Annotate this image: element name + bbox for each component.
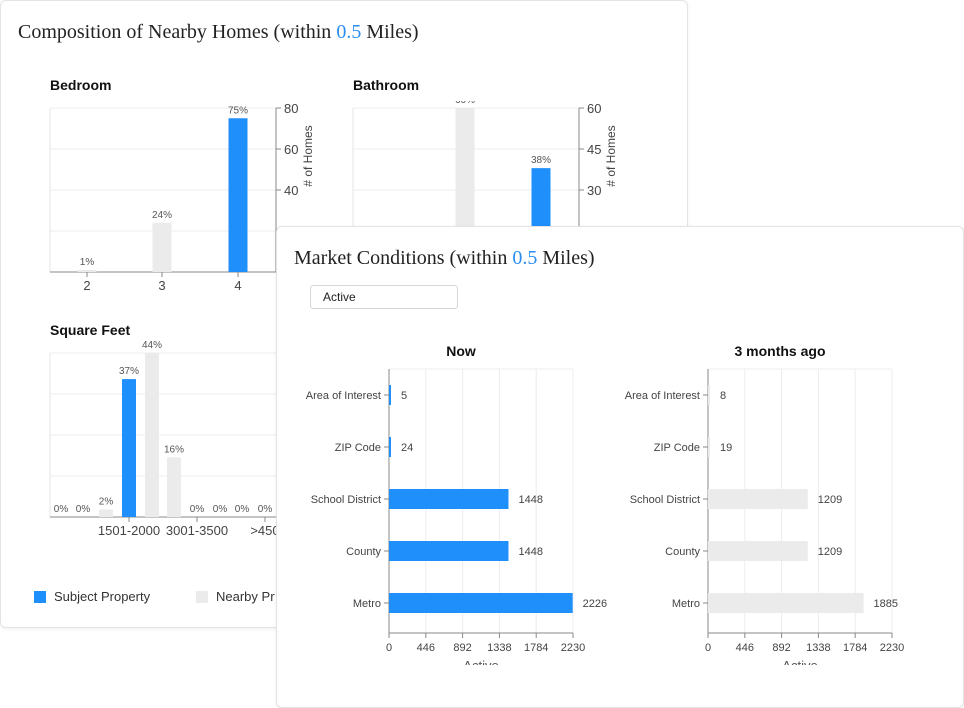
bar [389,593,573,613]
x-tick-label: 892 [453,642,471,654]
bar-data-label: 1% [80,257,95,268]
bar-data-label: 0% [54,504,69,515]
composition-distance: 0.5 [336,21,362,43]
y-tick-label: Metro [672,598,700,610]
bar-nearby [145,353,159,517]
y-tick-label: 30 [587,183,601,198]
y-axis-label: # of Homes [604,125,618,186]
bar-subject [228,118,248,272]
now-chart-title: Now [446,343,476,359]
x-tick-label: 892 [772,642,790,654]
bar-data-label: 37% [119,366,139,377]
bar-data-label: 0% [213,504,228,515]
bar-value-label: 1885 [874,598,898,610]
bathroom-chart-title: Bathroom [353,77,420,93]
x-tick-label: 0 [386,642,392,654]
x-tick-label: 1338 [806,642,830,654]
past-chart: 0 446 892 1338 1784 2230 Active Area of Interes… [625,368,904,665]
bar-value-label: 8 [720,390,726,402]
legend-nearby-swatch [196,590,208,603]
y-tick-label: 80 [284,101,298,116]
x-axis-label: Active [463,658,498,665]
bar-data-label: 0% [235,504,250,515]
market-card: Market Conditions (within 0.5 Miles) Act… [276,226,964,708]
bar-value-label: 1448 [518,546,542,558]
y-tick-label: 60 [284,142,298,157]
y-tick-label: Area of Interest [306,390,381,402]
x-tick-label: 446 [736,642,754,654]
x-tick-label: 2230 [880,642,904,654]
bedroom-chart-title: Bedroom [50,77,112,93]
y-tick-label: ZIP Code [654,442,700,454]
y-tick-label: Metro [353,598,381,610]
bar [708,385,710,405]
bar-data-label: 38% [531,155,551,166]
bar-nearby [167,457,181,517]
bar [389,541,509,561]
bar [708,489,808,509]
y-tick-label: ZIP Code [335,442,381,454]
bar-data-label: 44% [142,340,162,351]
market-title: Market Conditions (within 0.5 Miles) [294,247,595,269]
x-tick-label: 2230 [561,642,585,654]
bar-data-label: 75% [228,105,248,116]
bar-value-label: 1448 [518,494,542,506]
bar-value-label: 2226 [583,598,607,610]
bar-value-label: 1209 [818,494,842,506]
status-filter-select[interactable]: Active [310,285,458,309]
y-tick-label: School District [630,494,700,506]
y-axis-label: # of Homes [301,125,315,186]
bar-nearby [99,509,113,517]
x-tick-label: 1784 [524,642,548,654]
sqft-chart: 0% 0% 2% 37% 44% 16% 0% 0% 0% 0% 1501-2000 3001-350… [49,340,301,538]
legend-subject: Subject Property [34,589,150,604]
bar-data-label: 0% [76,504,91,515]
y-tick-label: Area of Interest [625,390,700,402]
bar-data-label: 0% [258,504,273,515]
bar-value-label: 5 [401,390,407,402]
sqft-chart-title: Square Feet [50,322,131,338]
bar-value-label: 1209 [818,546,842,558]
x-tick-label: 446 [417,642,435,654]
y-tick-label: School District [311,494,381,506]
bar-data-label: 2% [99,497,114,508]
y-tick-label: County [665,546,700,558]
x-tick-label: 3001-3500 [166,523,228,538]
bar [708,437,710,457]
bar-subject [122,379,136,517]
bar-data-label: 0% [190,504,205,515]
legend-subject-swatch [34,590,46,603]
bar [389,437,391,457]
x-tick-label: 1338 [487,642,511,654]
bar [389,489,509,509]
bar [389,385,391,405]
y-tick-label: 40 [284,183,298,198]
legend-nearby: Nearby Pr [196,589,275,604]
past-chart-title: 3 months ago [734,343,826,359]
x-tick-label: >450 [250,523,279,538]
bar-nearby [152,222,172,272]
y-tick-label: County [346,546,381,558]
bar [708,541,808,561]
bar-data-label: 24% [152,210,172,221]
x-tick-label: 0 [705,642,711,654]
x-tick-label: 3 [158,278,165,293]
bedroom-chart: 80 60 40# of Homes 1% 24% 75% 2 3 4 [49,101,315,293]
y-tick-label: 60 [587,101,601,116]
x-tick-label: 1784 [843,642,867,654]
market-distance: 0.5 [512,247,538,269]
bar-value-label: 24 [401,442,413,454]
bar [708,593,864,613]
bar-data-label: 60% [455,101,475,106]
bar-value-label: 19 [720,442,732,454]
x-tick-label: 4 [234,278,241,293]
y-tick-label: 45 [587,142,601,157]
bar-nearby [77,269,97,272]
x-tick-label: 1501-2000 [98,523,160,538]
x-tick-label: 2 [83,278,90,293]
x-axis-label: Active [782,658,817,665]
composition-title: Composition of Nearby Homes (within 0.5 … [18,21,419,43]
bar-data-label: 16% [164,444,184,455]
now-chart: 0 446 892 1338 1784 2230 Active Area of Interes… [306,368,607,665]
